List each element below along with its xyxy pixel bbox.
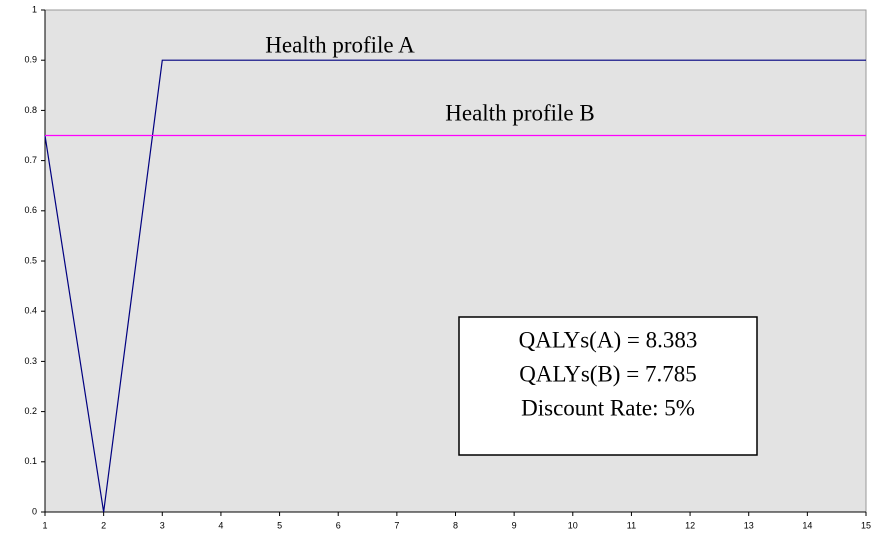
- info-box: [458, 316, 758, 456]
- y-tick-label: 0.2: [24, 406, 37, 416]
- x-tick-label: 3: [160, 520, 165, 530]
- y-tick-label: 0: [32, 506, 37, 516]
- y-tick-label: 0.7: [24, 155, 37, 165]
- x-tick-label: 6: [336, 520, 341, 530]
- x-tick-label: 5: [277, 520, 282, 530]
- x-tick-label: 9: [512, 520, 517, 530]
- info-box-line: QALYs(B) = 7.785: [519, 361, 696, 386]
- x-tick-label: 4: [218, 520, 223, 530]
- y-tick-label: 0.1: [24, 456, 37, 466]
- y-tick-label: 0.4: [24, 306, 37, 316]
- x-tick-label: 13: [744, 520, 754, 530]
- annotation: Health profile B: [445, 100, 594, 125]
- series-line: [44, 59, 866, 513]
- y-tick-label: 1: [32, 4, 37, 14]
- x-tick-label: 15: [861, 520, 871, 530]
- x-tick-label: 2: [101, 520, 106, 530]
- y-tick-label: 0.3: [24, 356, 37, 366]
- y-tick-label: 0.8: [24, 105, 37, 115]
- info-box-line: QALYs(A) = 8.383: [519, 327, 698, 352]
- x-tick-label: 12: [685, 520, 695, 530]
- x-tick-label: 8: [453, 520, 458, 530]
- annotation: Health profile A: [265, 32, 415, 57]
- x-tick-label: 10: [568, 520, 578, 530]
- info-box-line: Discount Rate: 5%: [521, 395, 695, 420]
- x-tick-label: 11: [627, 520, 636, 530]
- y-tick-label: 0.9: [24, 55, 37, 65]
- x-tick-label: 7: [394, 520, 399, 530]
- y-tick-label: 0.6: [24, 205, 37, 215]
- x-tick-label: 14: [802, 520, 812, 530]
- y-tick-label: 0.5: [24, 255, 37, 265]
- x-tick-label: 1: [42, 520, 47, 530]
